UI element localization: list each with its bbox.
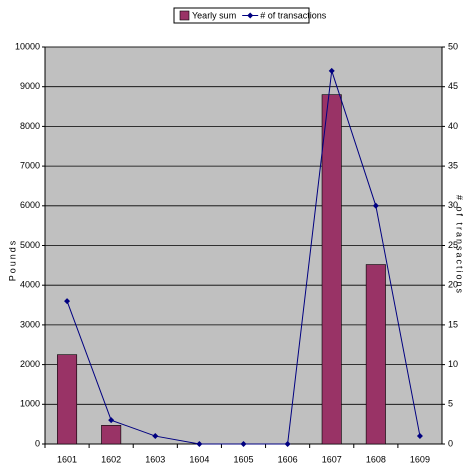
x-tick-label: 1608	[366, 454, 386, 464]
y-axis-title: Pounds	[7, 239, 17, 282]
y-tick-label: 8000	[20, 121, 40, 131]
y-tick-label: 6000	[20, 200, 40, 210]
marker	[240, 441, 247, 447]
y-tick-label: 1000	[20, 399, 40, 409]
bar	[365, 264, 386, 445]
bar	[321, 94, 342, 445]
legend-label: Yearly sum	[192, 10, 236, 20]
y2-tick-label: 30	[448, 200, 458, 210]
y2-tick-label: 20	[448, 280, 458, 290]
bar	[57, 354, 78, 445]
y2-tick-label: 25	[448, 240, 458, 250]
x-tick-label: 1609	[410, 454, 430, 464]
y-tick-label: 5000	[20, 240, 40, 250]
y2-tick-label: 10	[448, 359, 458, 369]
y2-tick-label: 0	[448, 438, 453, 448]
x-tick-label: 1606	[278, 454, 298, 464]
x-tick-label: 1603	[145, 454, 165, 464]
y-tick-label: 9000	[20, 81, 40, 91]
marker	[284, 441, 291, 447]
y2-tick-label: 45	[448, 81, 458, 91]
legend-box	[173, 7, 310, 24]
marker	[328, 67, 335, 74]
legend-swatch	[179, 10, 190, 21]
y-tick-label: 10000	[15, 41, 40, 51]
legend-label: # of transactions	[260, 10, 327, 20]
y-tick-label: 3000	[20, 319, 40, 329]
y-tick-label: 2000	[20, 359, 40, 369]
marker	[372, 202, 379, 209]
y2-tick-label: 50	[448, 41, 458, 51]
marker	[64, 298, 71, 305]
bar	[101, 425, 122, 445]
x-tick-label: 1604	[189, 454, 209, 464]
x-tick-label: 1607	[322, 454, 342, 464]
y-tick-label: 7000	[20, 160, 40, 170]
y-tick-label: 4000	[20, 280, 40, 290]
marker	[152, 433, 159, 440]
y2-axis-title: # of transactions	[455, 195, 465, 295]
x-tick-label: 1602	[101, 454, 121, 464]
y2-tick-label: 15	[448, 319, 458, 329]
x-tick-label: 1601	[57, 454, 77, 464]
y2-tick-label: 40	[448, 121, 458, 131]
marker	[108, 417, 115, 424]
legend-marker	[247, 12, 254, 19]
marker	[196, 441, 203, 447]
marker	[416, 433, 423, 440]
y-tick-label: 0	[35, 438, 40, 448]
y2-tick-label: 35	[448, 160, 458, 170]
x-tick-label: 1605	[233, 454, 253, 464]
y2-tick-label: 5	[448, 399, 453, 409]
